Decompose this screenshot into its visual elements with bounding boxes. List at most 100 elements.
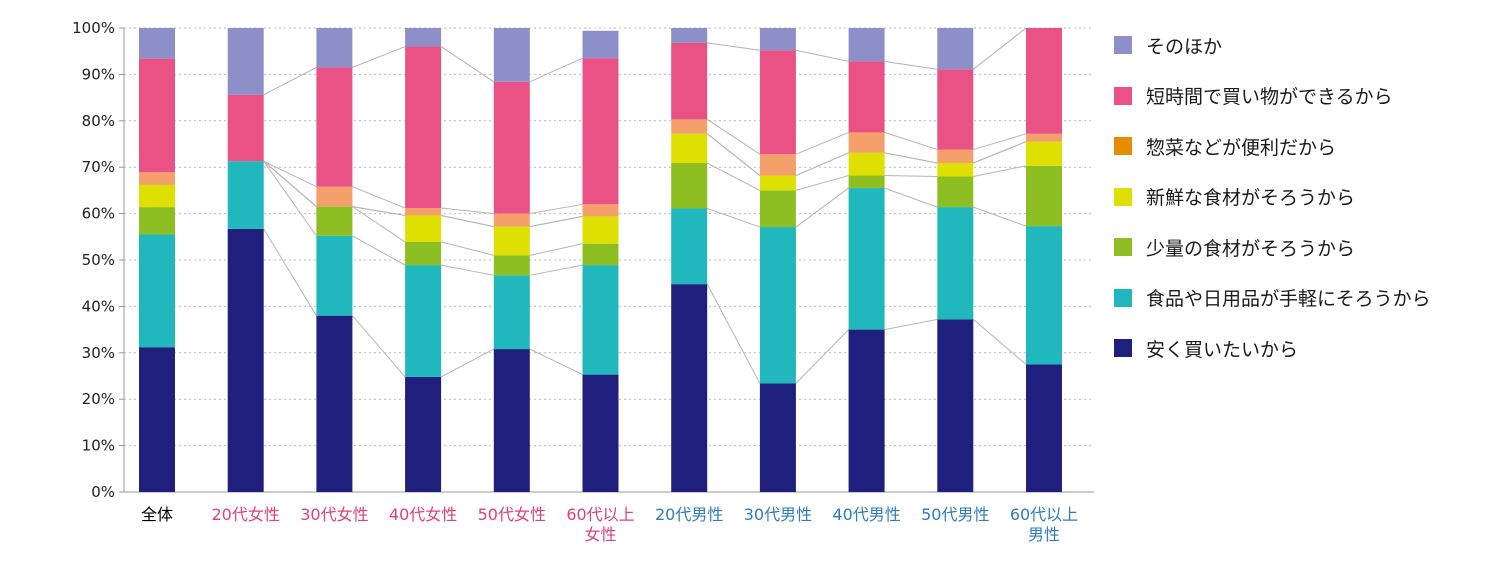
bar-segment [493, 255, 530, 276]
connector-line [972, 319, 1027, 365]
connector-line [529, 203, 583, 215]
x-category-label: 60代以上 [566, 505, 634, 524]
connector-line [707, 42, 760, 51]
bar-segment [1026, 226, 1062, 365]
x-category-label: 50代女性 [478, 505, 546, 524]
connector-line [795, 49, 849, 62]
connector-line [973, 165, 1027, 177]
bar-segment [582, 374, 619, 492]
legend-swatch [1114, 36, 1132, 55]
legend-swatch [1114, 86, 1132, 105]
legend-item: 食品や日用品が手軽にそろうから [1114, 273, 1494, 324]
bar-segment [937, 28, 974, 70]
bar-segment [671, 133, 708, 164]
connector-line [440, 214, 494, 228]
bar-segment [316, 67, 353, 187]
bar-segment [759, 175, 796, 191]
bar-segment [582, 265, 619, 375]
y-axis: 0% 10% 20% 30% 40% 50% 60% 70% 80% 90% 100% [72, 19, 125, 501]
bar-segment [227, 94, 264, 162]
x-category-label: 20代男性 [655, 505, 723, 524]
connector-line [884, 187, 938, 208]
connector-line [884, 131, 938, 151]
x-category-label: 30代女性 [300, 505, 368, 524]
y-tick-label: 40% [82, 297, 115, 315]
legend-swatch [1114, 187, 1132, 206]
bar-segment [582, 204, 619, 217]
y-tick-label: 50% [82, 251, 115, 269]
legend: そのほか短時間で買い物ができるから 惣菜などが便利だから新鮮な食材がそろうから 少量… [1114, 20, 1494, 374]
bar-segment [139, 58, 175, 173]
connector-line [352, 315, 406, 378]
connector-line [352, 206, 406, 243]
y-tick-label: 30% [82, 344, 115, 362]
bar-segment [227, 28, 264, 95]
legend-item: 安く買いたいから [1114, 323, 1494, 374]
bar-segment [493, 81, 530, 214]
legend-label: 惣菜などが便利だから [1146, 136, 1337, 159]
connector-line [529, 243, 583, 256]
connector-line [795, 131, 849, 155]
connector-line [263, 66, 317, 96]
bar-segment [937, 176, 974, 208]
bar-segment [671, 284, 708, 492]
bar-segment [493, 226, 530, 256]
x-category-label: 50代男性 [921, 505, 989, 524]
bar-segment [671, 119, 708, 134]
legend-swatch [1114, 288, 1132, 307]
legend-label: 短時間で買い物ができるから [1146, 86, 1393, 109]
bar-segment [493, 213, 530, 227]
y-tick-label: 10% [82, 437, 115, 455]
legend-item: 少量の食材がそろうから [1114, 222, 1494, 273]
connector-line [795, 329, 849, 384]
bars [139, 28, 1062, 493]
legend-item: 惣菜などが便利だから [1114, 121, 1494, 172]
connector-line [973, 141, 1027, 164]
x-category-label: 40代女性 [389, 505, 457, 524]
bar-segment [848, 152, 885, 176]
bar-segment [937, 149, 974, 164]
bar-segment [316, 28, 353, 68]
y-tick-label: 90% [82, 65, 115, 83]
bar-segment [937, 319, 974, 492]
bar-segment [848, 175, 885, 189]
x-category-label: 男性 [1028, 525, 1060, 544]
bar-segment [582, 30, 619, 59]
bar-segment [671, 208, 708, 285]
bar-segment [759, 50, 796, 155]
legend-label: そのほか [1146, 35, 1223, 58]
connector-line [352, 235, 406, 266]
connector-line [263, 228, 317, 316]
bar-segment [493, 28, 530, 82]
legend-swatch [1114, 137, 1132, 156]
connector-line [706, 283, 761, 384]
connector-lines [263, 27, 1027, 384]
y-tick-label: 100% [72, 19, 115, 37]
connector-line [707, 208, 761, 228]
legend-label: 安く買いたいから [1146, 338, 1299, 361]
x-category-label: 20代女性 [212, 505, 280, 524]
legend-item: 新鮮な食材がそろうから [1114, 172, 1494, 223]
connector-line [529, 57, 583, 83]
connector-line [263, 160, 317, 208]
connector-line [529, 348, 583, 376]
connector-line [352, 186, 406, 209]
bar-segment [1026, 165, 1062, 227]
legend-swatch [1114, 238, 1132, 257]
legend-item: 短時間で買い物ができるから [1114, 71, 1494, 122]
bar-segment [405, 208, 442, 216]
connector-line [973, 133, 1027, 151]
legend-swatch [1114, 339, 1132, 358]
bar-segment [139, 207, 175, 235]
x-category-label: 60代以上 [1010, 505, 1078, 524]
connector-line [352, 46, 406, 68]
bar-segment [848, 28, 885, 62]
bar-segment [848, 329, 885, 492]
connector-line [884, 175, 938, 177]
legend-label: 食品や日用品が手軽にそろうから [1146, 288, 1431, 311]
x-category-label: 全体 [141, 505, 173, 524]
connector-line [795, 175, 849, 191]
x-category-label: 女性 [584, 525, 616, 544]
